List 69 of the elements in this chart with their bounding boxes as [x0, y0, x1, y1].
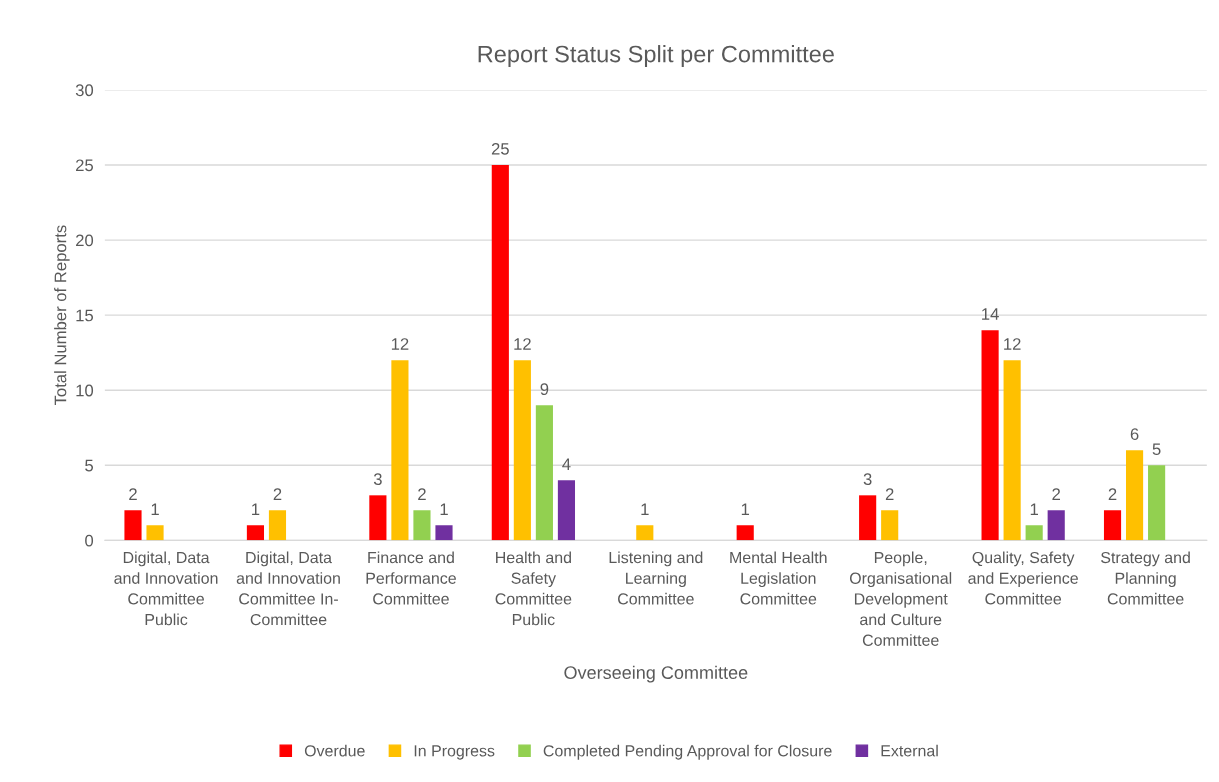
chart-title: Report Status Split per Committee: [478, 45, 834, 68]
y-tick-label: 15: [76, 309, 94, 322]
x-tick-label: Digital, Data and Innovation Committee Public: [114, 551, 218, 626]
data-label: 1: [641, 503, 649, 515]
bar: [881, 510, 899, 541]
legend-label: Overdue: [304, 744, 365, 757]
data-label: 1: [440, 503, 448, 515]
legend-label: Completed Pending Approval for Closure: [543, 744, 832, 760]
data-label: 2: [1108, 488, 1117, 500]
bar: [736, 525, 754, 541]
x-tick-label: Listening and Learning Committee: [609, 551, 703, 605]
data-label: 4: [562, 458, 571, 470]
bar: [1003, 360, 1021, 541]
data-label: 3: [373, 473, 382, 486]
data-label: 5: [1152, 443, 1161, 456]
data-label: 1: [741, 503, 750, 515]
x-tick-label: Health and Safety Committee Public: [495, 551, 572, 626]
x-tick-label: Digital, Data and Innovation Committee In- Committee: [236, 551, 340, 626]
bar: [1126, 450, 1144, 541]
bar: [435, 525, 453, 541]
data-label: 2: [129, 488, 137, 500]
bar: [1103, 510, 1122, 541]
y-tick-label: 20: [76, 234, 94, 247]
data-label: 2: [273, 488, 282, 500]
data-label: 6: [1130, 428, 1139, 441]
x-tick-label: Finance and Performance Committee: [366, 551, 456, 605]
bar: [413, 510, 431, 541]
bar: [268, 510, 287, 541]
data-label: 12: [1004, 338, 1021, 350]
bar: [1047, 510, 1065, 541]
bar: [535, 405, 553, 541]
data-label: 9: [540, 383, 549, 395]
x-tick-label: Quality, Safety and Experience Committee: [968, 551, 1078, 605]
bar: [636, 525, 654, 541]
data-label: 1: [252, 503, 260, 515]
x-tick-label: Strategy and Planning Committee: [1101, 551, 1190, 605]
bar: [513, 360, 531, 541]
legend-label: In Progress: [414, 745, 495, 760]
data-label: 1: [1030, 503, 1038, 515]
bar: [391, 360, 409, 541]
bar: [146, 525, 164, 541]
data-label: 2: [1052, 488, 1060, 500]
y-tick-label: 30: [75, 84, 94, 97]
bar: [1148, 465, 1166, 541]
y-axis-title: Total Number of Reports: [54, 225, 70, 406]
data-label: 1: [151, 503, 159, 515]
y-tick-label: 5: [85, 459, 94, 472]
data-label: 2: [418, 488, 426, 500]
x-tick-label: People, Organisational Development and Culture Committee: [849, 551, 952, 646]
bar: [859, 495, 877, 541]
y-tick-label: 10: [76, 384, 94, 397]
bar: [1025, 525, 1043, 541]
legend-label: External: [881, 744, 938, 757]
x-tick-label: Mental Health Legislation Committee: [730, 551, 827, 605]
data-label: 12: [514, 338, 531, 350]
bar: [369, 495, 387, 541]
bar: [124, 510, 142, 541]
bar: [491, 165, 509, 541]
data-label: 2: [885, 488, 894, 500]
y-tick-label: 25: [76, 159, 94, 172]
data-label: 12: [391, 338, 409, 350]
bar: [981, 330, 999, 541]
bar: [557, 480, 576, 541]
y-tick-label: 0: [85, 534, 94, 547]
data-label: 3: [863, 473, 872, 486]
x-axis-title: Overseeing Committee: [564, 665, 748, 683]
data-label: 14: [982, 308, 999, 320]
data-label: 25: [491, 142, 509, 155]
bar: [246, 525, 265, 541]
